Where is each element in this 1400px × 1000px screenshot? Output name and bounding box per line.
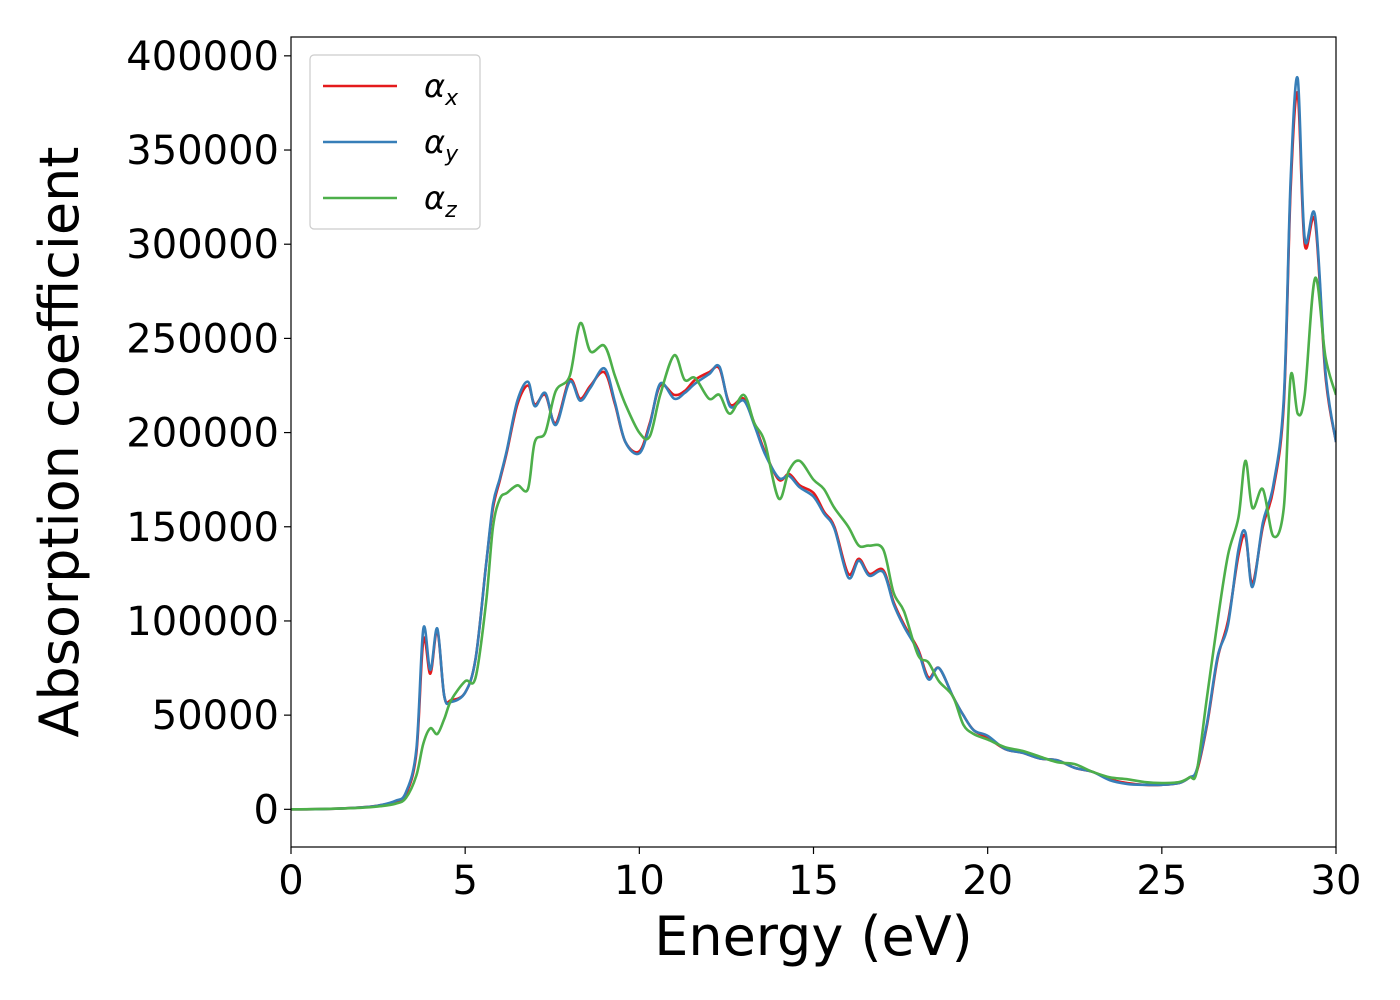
x-tick-label: 30 bbox=[1311, 858, 1362, 904]
y-tick-label: 350000 bbox=[126, 128, 279, 174]
y-tick-label: 300000 bbox=[126, 222, 279, 268]
x-tick-label: 25 bbox=[1136, 858, 1187, 904]
y-tick-label: 100000 bbox=[126, 599, 279, 645]
y-tick-label: 400000 bbox=[126, 34, 279, 80]
y-tick-label: 200000 bbox=[126, 411, 279, 457]
series-line-z bbox=[291, 276, 1336, 811]
y-tick-label: 50000 bbox=[152, 693, 279, 739]
x-tick-label: 20 bbox=[962, 858, 1013, 904]
y-tick-label: 0 bbox=[254, 787, 279, 833]
x-axis: 0 5 10 15 20 25 30 bbox=[278, 847, 1361, 904]
legend-label-x: αx bbox=[424, 67, 459, 111]
x-tick-label: 5 bbox=[452, 858, 477, 904]
x-tick-label: 10 bbox=[614, 858, 665, 904]
series-layer bbox=[291, 75, 1336, 811]
legend-label-z: αz bbox=[424, 179, 457, 223]
x-tick-label: 15 bbox=[788, 858, 839, 904]
series-line-y bbox=[291, 75, 1336, 811]
legend: αx αy αz bbox=[309, 54, 481, 230]
y-tick-label: 150000 bbox=[126, 505, 279, 551]
y-axis: 0 50000 100000 150000 200000 250000 300000 3500… bbox=[126, 34, 291, 833]
y-axis-label: Absorption coefficient bbox=[28, 147, 91, 738]
y-tick-label: 250000 bbox=[126, 316, 279, 362]
x-tick-label: 0 bbox=[278, 858, 303, 904]
legend-label-y: αy bbox=[424, 123, 459, 167]
x-axis-label: Energy (eV) bbox=[654, 905, 973, 968]
